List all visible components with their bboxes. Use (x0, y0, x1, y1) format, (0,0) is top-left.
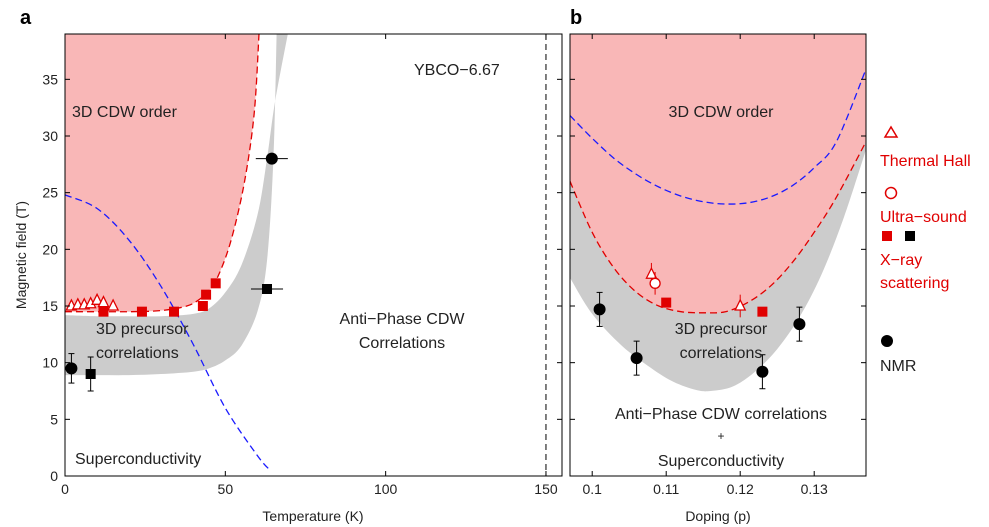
panel-a-precursor-label-2: correlations (96, 345, 179, 362)
panel-a-ytick-label: 35 (42, 71, 58, 87)
panel-b-nmr-point (756, 365, 769, 378)
legend-xray-black-marker (905, 231, 915, 241)
thermal-hall-point (107, 298, 120, 311)
sample-annotation: YBCO−6.67 (414, 62, 500, 79)
precursor-region (65, 34, 288, 376)
legend-nmr-marker (881, 335, 893, 347)
panel-a-xtick-label: 150 (534, 481, 558, 497)
xray-red-point (98, 306, 109, 317)
panel-a-ytick-label: 30 (42, 128, 58, 144)
xray-red-point (201, 289, 212, 300)
panel-b-xray-red-point (757, 306, 768, 317)
panel-b-xtick-label: 0.12 (727, 481, 754, 497)
panel-b-plot-area (570, 34, 866, 392)
panel-b-xlabel: Doping (p) (685, 508, 750, 524)
panel-b-frame (569, 33, 867, 477)
panel-b-precursor-label-1: 3D precursor (675, 321, 768, 338)
thermal-hall-point (91, 292, 104, 305)
xray-red-point (210, 278, 221, 289)
xray-black-point (262, 284, 273, 294)
panel-a-xlabel: Temperature (K) (262, 508, 363, 524)
panel-b-bottom-label-1: Anti−Phase CDW correlations (615, 406, 827, 423)
panel-b-nmr-point (630, 352, 643, 365)
panel-b-letter: b (570, 7, 582, 29)
panel-a-ytick-label: 25 (42, 185, 58, 201)
panel-a-plot-area (65, 34, 547, 476)
panel-a-ytick-label: 0 (50, 468, 58, 484)
legend-xray-red-marker (882, 231, 892, 241)
panel-b-xtick-label: 0.11 (653, 481, 679, 497)
panel-b-cdw-label: 3D CDW order (669, 104, 775, 121)
panel-a-precursor-label-1: 3D precursor (96, 321, 189, 338)
xray-black-point (85, 369, 96, 379)
panel-a-frame (64, 33, 563, 477)
cdw-order-region (65, 34, 259, 312)
panel-a-ytick-label: 5 (50, 411, 58, 427)
panel-b-xray-red-point (661, 297, 672, 308)
xray-red-point (197, 301, 208, 311)
xray-red-point (169, 306, 180, 317)
panel-a-sc-label: Superconductivity (75, 451, 201, 468)
legend-nmr-label: NMR (880, 358, 916, 375)
panel-b: 0.1 0.11 0.12 0.13 b 3D CDW order 3D precur… (569, 7, 867, 524)
panel-a-cdw-label: 3D CDW order (72, 104, 178, 121)
panel-a-xtick-label: 50 (218, 481, 234, 497)
legend-thermal-hall-label: Thermal Hall (880, 153, 971, 170)
panel-b-thermal-hall-point (645, 266, 658, 279)
legend-ultrasound-label: Ultra−sound (880, 209, 967, 226)
xray-red-point (136, 306, 147, 317)
thermal-hall-point (97, 295, 110, 308)
panel-a-texts: a 3D CDW order 3D precursor correlations… (13, 7, 500, 524)
panel-b-nmr-point (793, 318, 806, 331)
legend-thermal-hall-marker (883, 125, 899, 138)
panel-b-xtick-label: 0.1 (582, 481, 602, 497)
panel-a-ytick-label: 10 (42, 355, 58, 371)
blue-dashed-hc2 (65, 194, 271, 471)
panel-a-ylabel: Magnetic field (T) (13, 201, 29, 309)
panel-b-bottom-label-2: + (717, 429, 724, 443)
panel-a-letter: a (20, 7, 32, 29)
legend-xray-label-2: scattering (880, 275, 949, 292)
panel-a-ytick-label: 15 (42, 298, 58, 314)
panel-b-nmr-point (593, 303, 606, 316)
panel-b-xtick-label: 0.13 (801, 481, 828, 497)
panel-a-ytick-label: 20 (42, 241, 58, 257)
legend: Thermal Hall Ultra−sound X−ray scatterin… (880, 125, 971, 375)
panel-b-red-dashed (570, 141, 866, 314)
panel-a-xtick-label: 100 (374, 481, 398, 497)
panel-a: 0 50 100 150 0 5 10 15 20 25 30 35 a 3D CDW order 3… (13, 7, 563, 524)
panel-a-xtick-label: 0 (61, 481, 69, 497)
nmr-point (265, 152, 278, 165)
panel-b-cdw-region (570, 34, 866, 313)
panel-b-precursor-label-2: correlations (680, 345, 763, 362)
legend-ultrasound-marker (884, 186, 898, 200)
panel-b-bottom-label-3: Superconductivity (658, 453, 784, 470)
legend-xray-label-1: X−ray (880, 252, 922, 269)
panel-a-ticks: 0 50 100 150 0 5 10 15 20 25 30 35 (42, 34, 562, 497)
panel-b-thermal-hall-point (734, 298, 747, 311)
panel-b-ultrasound-point (649, 277, 661, 289)
panel-a-antiphase-label-1: Anti−Phase CDW (340, 311, 466, 328)
nmr-point (65, 362, 78, 375)
panel-b-texts: b 3D CDW order 3D precursor correlations… (570, 7, 827, 524)
panel-a-antiphase-label-2: Correlations (359, 335, 445, 352)
